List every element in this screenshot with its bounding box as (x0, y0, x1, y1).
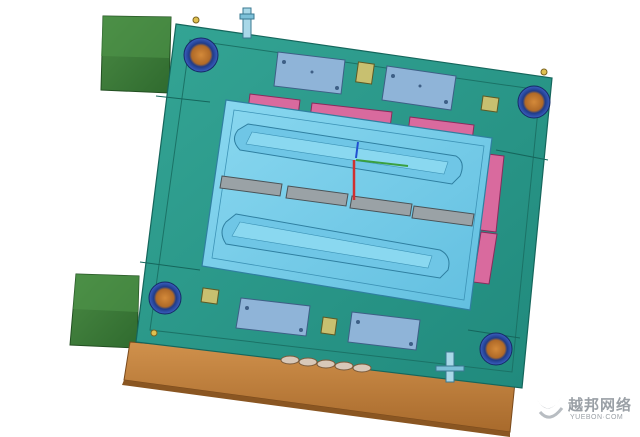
yuebon-logo-icon (536, 396, 564, 419)
top-pad-left (273, 51, 346, 95)
bottom-pad-left (235, 297, 311, 337)
bottom-pad-right (347, 311, 421, 351)
side-block-top-left (100, 15, 172, 94)
bore-bottom-left (148, 281, 182, 315)
ejector-pin-heads (280, 355, 372, 373)
bore-top-left (183, 37, 219, 73)
fittings (150, 7, 548, 383)
clamp-block (200, 61, 500, 336)
bore-top-right (517, 85, 551, 119)
side-block-bottom-left (69, 273, 140, 349)
watermark: 越邦网络 YUEBON·COM (532, 388, 636, 434)
watermark-cn-text: 越邦网络 (568, 396, 633, 414)
top-pad-right (381, 65, 457, 111)
bore-bottom-right (479, 332, 513, 366)
cavity-insert (201, 99, 493, 311)
watermark-en-text: YUEBON·COM (570, 414, 624, 421)
